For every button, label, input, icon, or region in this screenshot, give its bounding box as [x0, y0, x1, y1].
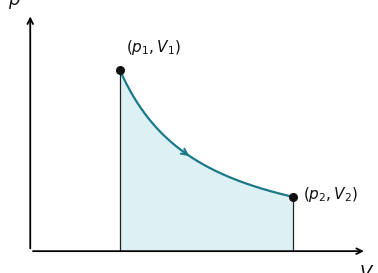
Text: $(p_2, V_2)$: $(p_2, V_2)$	[302, 185, 358, 204]
Text: $p$: $p$	[8, 0, 21, 11]
Text: $V$: $V$	[359, 264, 374, 273]
Polygon shape	[120, 70, 293, 251]
Text: $(p_1, V_1)$: $(p_1, V_1)$	[126, 38, 181, 57]
